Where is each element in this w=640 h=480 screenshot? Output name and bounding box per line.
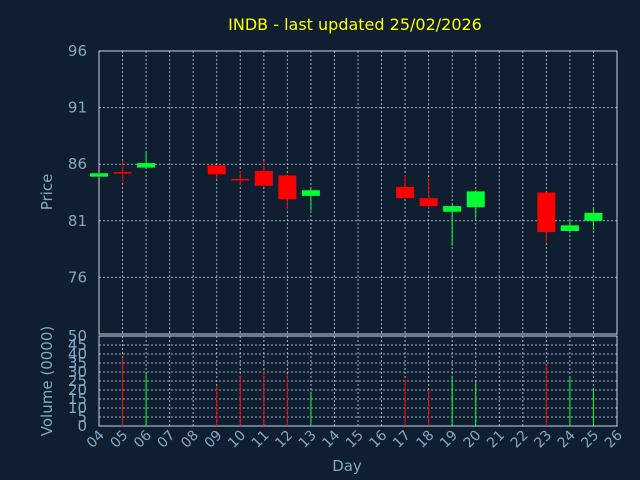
x-tick-25: 25 (578, 428, 602, 452)
price-frame (98, 50, 618, 335)
price-tick-86: 86 (68, 155, 87, 173)
price-tick-96: 96 (68, 42, 87, 60)
x-tick-16: 16 (366, 427, 390, 451)
volume-tick-45: 45 (68, 336, 87, 354)
volume-tick-5: 5 (77, 408, 87, 426)
volume-tick-10: 10 (68, 399, 87, 417)
price-tick-81: 81 (68, 212, 87, 230)
volume-tick-20: 20 (68, 381, 87, 399)
x-tick-13: 13 (296, 428, 320, 452)
x-tick-06: 06 (131, 427, 155, 451)
candle-body-12 (278, 175, 297, 200)
volume-tick-35: 35 (68, 354, 87, 372)
candle-body-11 (254, 170, 273, 186)
x-tick-10: 10 (225, 428, 249, 452)
candle-body-24 (560, 225, 579, 231)
x-tick-24: 24 (555, 427, 579, 451)
x-tick-14: 14 (319, 427, 343, 451)
x-tick-20: 20 (461, 428, 485, 452)
x-tick-08: 08 (178, 428, 202, 452)
chart-title: INDB - last updated 25/02/2026 (228, 15, 482, 34)
volume-tick-50: 50 (68, 327, 87, 345)
volume-tick-30: 30 (68, 363, 87, 381)
volume-tick-0: 0 (77, 417, 87, 435)
x-tick-26: 26 (602, 427, 626, 451)
volume-axis-label: Volume (0000) (38, 326, 56, 436)
x-tick-23: 23 (531, 428, 555, 452)
candle-body-04 (90, 173, 108, 177)
candle-body-19 (443, 206, 462, 212)
x-tick-04: 04 (84, 427, 108, 451)
candle-body-23 (537, 192, 556, 233)
candle-body-10 (231, 178, 250, 181)
volume-tick-40: 40 (68, 345, 87, 363)
price-axis-label: Price (38, 174, 56, 211)
x-tick-18: 18 (414, 428, 438, 452)
price-panel: 96 91 86 81 76 (68, 42, 618, 335)
candle-body-05 (113, 172, 132, 174)
price-tick-91: 91 (68, 99, 87, 117)
x-axis-label: Day (332, 457, 362, 475)
volume-tick-25: 25 (68, 372, 87, 390)
x-tick-11: 11 (249, 428, 273, 452)
candle-body-09 (207, 165, 226, 175)
x-tick-07: 07 (155, 428, 179, 452)
candle-body-06 (137, 163, 156, 168)
x-tick-19: 19 (437, 428, 461, 452)
x-tick-09: 09 (202, 428, 226, 452)
candle-body-13 (301, 190, 320, 196)
volume-tick-15: 15 (68, 390, 87, 408)
price-tick-76: 76 (68, 268, 87, 286)
x-tick-21: 21 (484, 428, 508, 452)
x-tick-12: 12 (272, 428, 296, 452)
volume-frame (98, 335, 618, 427)
candle-body-25 (584, 212, 603, 221)
candle-body-18 (419, 198, 438, 207)
candle-body-20 (466, 191, 485, 208)
candle-body-17 (396, 186, 415, 199)
x-tick-22: 22 (508, 428, 532, 452)
x-tick-15: 15 (343, 428, 367, 452)
x-axis: 04 05 06 07 08 09 10 11 12 13 14 15 16 17 18 19 20 21 22 23… (84, 427, 626, 451)
x-tick-05: 05 (107, 428, 131, 452)
x-tick-17: 17 (390, 428, 414, 452)
